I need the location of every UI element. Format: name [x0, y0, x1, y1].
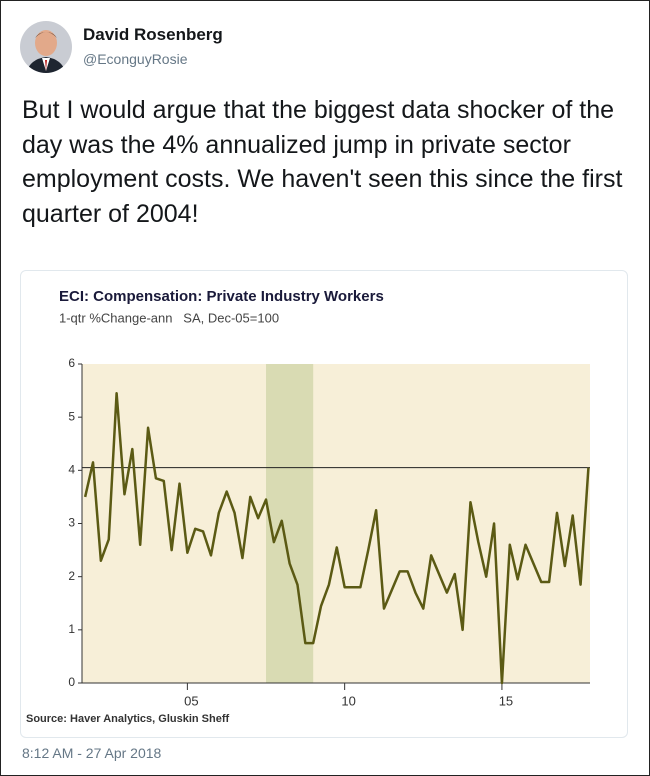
x-tick-label: 15 — [499, 693, 513, 708]
y-tick-label: 4 — [68, 463, 75, 477]
user-handle[interactable]: @EconguyRosie — [83, 51, 188, 67]
y-tick-label: 5 — [68, 409, 75, 423]
y-tick-label: 0 — [68, 675, 75, 689]
chart-title: ECI: Compensation: Private Industry Work… — [59, 288, 384, 305]
y-tick-label: 6 — [68, 356, 75, 370]
chart-source: Source: Haver Analytics, Gluskin Sheff — [26, 713, 229, 725]
y-tick-label: 1 — [68, 622, 75, 636]
x-tick-label: 10 — [341, 693, 355, 708]
recession-shade — [266, 364, 314, 683]
chart-subtitle: 1-qtr %Change-ann SA, Dec-05=100 — [59, 310, 279, 325]
y-tick-label: 2 — [68, 569, 75, 583]
plot-background — [82, 364, 590, 683]
x-tick-label: 05 — [184, 693, 198, 708]
user-name[interactable]: David Rosenberg — [83, 25, 223, 44]
tweet-text: But I would argue that the biggest data … — [22, 96, 623, 228]
timestamp[interactable]: 8:12 AM - 27 Apr 2018 — [22, 745, 162, 761]
y-tick-label: 3 — [68, 516, 75, 530]
chart-card: ECI: Compensation: Private Industry Work… — [20, 270, 628, 738]
chart: ECI: Compensation: Private Industry Work… — [26, 288, 590, 725]
avatar — [20, 21, 72, 73]
series-line — [83, 391, 590, 685]
